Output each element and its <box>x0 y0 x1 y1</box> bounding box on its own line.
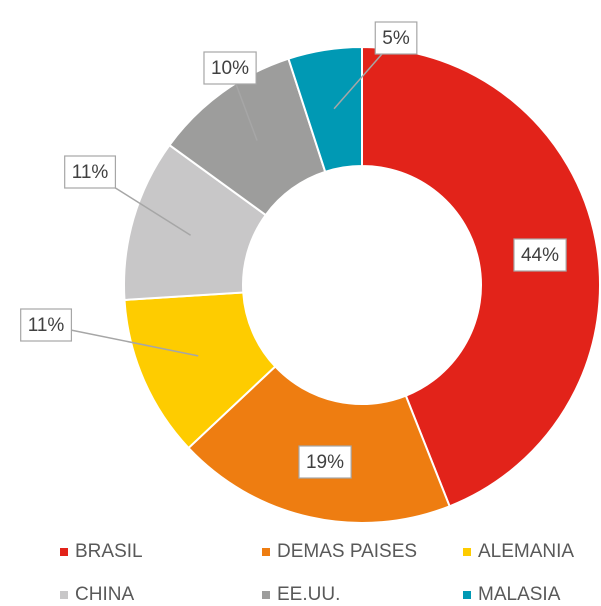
data-label: 19% <box>306 452 344 473</box>
data-label: 10% <box>211 58 249 79</box>
legend-swatch <box>463 591 471 599</box>
legend-swatch <box>60 591 68 599</box>
legend-swatch <box>463 548 471 556</box>
data-label-box <box>374 21 418 55</box>
data-label: 11% <box>28 315 65 336</box>
legend-swatch <box>60 548 68 556</box>
data-label: 11% <box>72 162 109 183</box>
donut-slice <box>287 45 363 174</box>
legend-label: DEMAS PAISES <box>277 541 417 562</box>
data-label: 44% <box>521 245 559 266</box>
legend-label: CHINA <box>75 584 134 605</box>
legend-label: MALASIA <box>478 584 561 605</box>
data-label-box <box>298 445 352 479</box>
legend-label: BRASIL <box>75 541 143 562</box>
data-label-box <box>513 238 567 272</box>
legend-swatch <box>262 591 270 599</box>
data-label-box <box>20 308 73 342</box>
donut-slice <box>361 45 601 508</box>
data-label-box <box>64 155 117 189</box>
data-label-box <box>203 51 257 85</box>
donut-slice <box>187 365 451 524</box>
legend-label: EE.UU. <box>277 584 340 605</box>
legend-swatch <box>262 548 270 556</box>
legend-label: ALEMANIA <box>478 541 574 562</box>
data-label: 5% <box>382 28 410 49</box>
